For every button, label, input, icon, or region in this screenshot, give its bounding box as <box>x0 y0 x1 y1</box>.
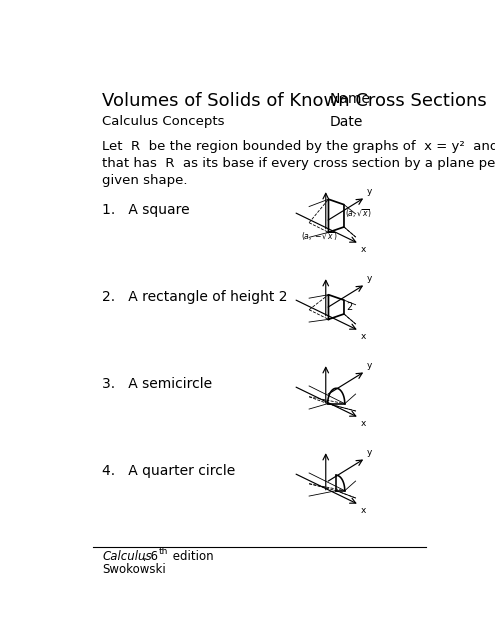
Text: given shape.: given shape. <box>102 174 188 187</box>
Text: Volumes of Solids of Known Cross Sections: Volumes of Solids of Known Cross Section… <box>102 92 487 110</box>
Text: $(a, -\sqrt{x})$: $(a, -\sqrt{x})$ <box>300 230 337 243</box>
Text: edition: edition <box>169 550 213 563</box>
Text: , 6: , 6 <box>143 550 158 563</box>
Text: x: x <box>361 419 366 428</box>
Text: 1.   A square: 1. A square <box>102 203 190 217</box>
Text: Name: Name <box>329 92 370 106</box>
Text: $(a, \sqrt{x})$: $(a, \sqrt{x})$ <box>345 207 372 220</box>
Text: x: x <box>361 506 366 515</box>
Text: y: y <box>367 274 372 283</box>
Text: 3.   A semicircle: 3. A semicircle <box>102 377 212 391</box>
Text: th: th <box>159 547 168 556</box>
Text: Date: Date <box>329 115 363 129</box>
Text: 2.   A rectangle of height 2: 2. A rectangle of height 2 <box>102 290 288 304</box>
Text: y: y <box>367 448 372 457</box>
Text: Swokowski: Swokowski <box>102 563 166 575</box>
Text: x: x <box>361 245 366 254</box>
Text: 2: 2 <box>346 302 352 312</box>
Text: 4.   A quarter circle: 4. A quarter circle <box>102 464 236 478</box>
Text: y: y <box>367 361 372 370</box>
Text: that has  R  as its base if every cross section by a plane perpendicular to the : that has R as its base if every cross se… <box>102 157 495 170</box>
Text: Let  R  be the region bounded by the graphs of  x = y²  and  x = 9 .  Find the v: Let R be the region bounded by the graph… <box>102 140 495 153</box>
Text: Calculus: Calculus <box>102 550 152 563</box>
Text: Calculus Concepts: Calculus Concepts <box>102 115 225 128</box>
Text: y: y <box>367 187 372 196</box>
Text: x: x <box>361 332 366 341</box>
